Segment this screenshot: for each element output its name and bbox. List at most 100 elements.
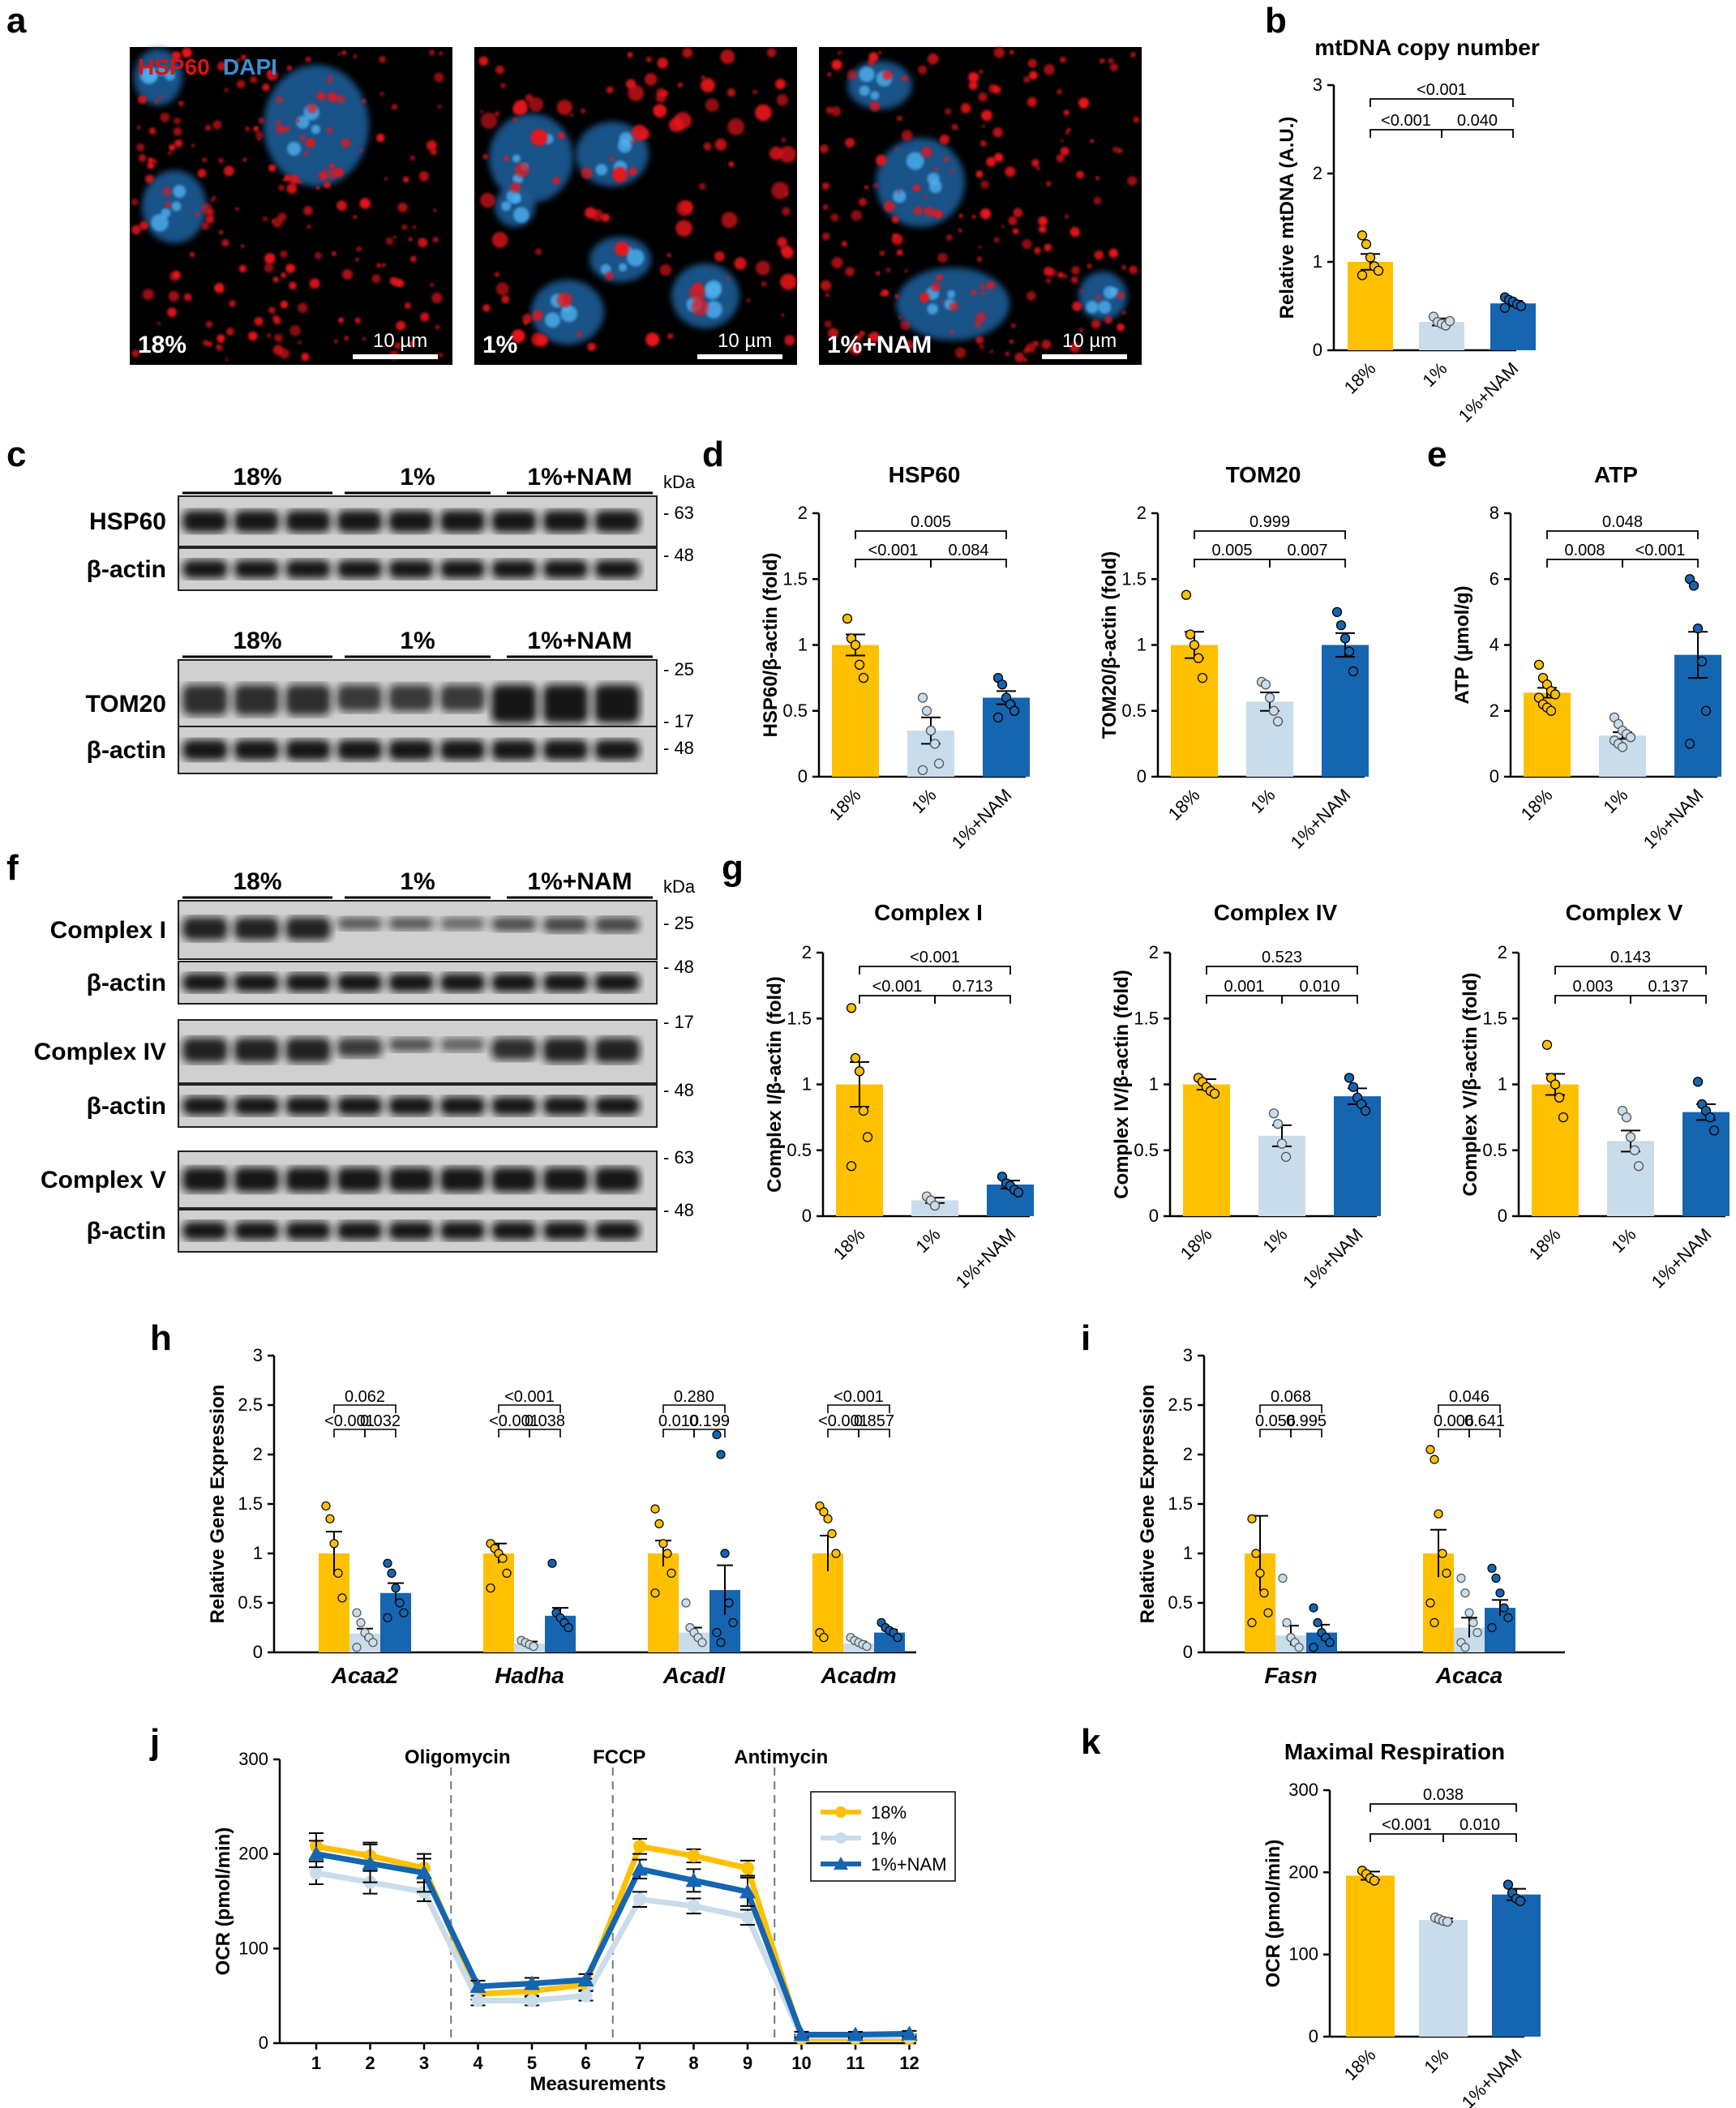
mito-spot: [171, 51, 182, 61]
wb-band: [491, 1037, 537, 1060]
pvalue-label: 0.032: [360, 1412, 401, 1430]
mito-spot: [131, 198, 139, 206]
micro-legend-hsp60: HSP60: [138, 54, 210, 79]
mito-spot: [1060, 139, 1064, 143]
mito-spot: [978, 92, 988, 102]
mito-spot: [896, 249, 903, 256]
data-point: [1554, 1092, 1565, 1103]
mito-spot: [219, 229, 224, 235]
mito-spot: [255, 131, 264, 139]
nucleus-spot: [626, 249, 645, 267]
mito-spot: [336, 200, 347, 212]
mito-spot: [868, 334, 872, 338]
mito-spot: [1063, 109, 1069, 116]
mito-spot: [236, 79, 246, 89]
pvalue-bracket: [859, 966, 1011, 975]
data-point: [1487, 1622, 1497, 1633]
x-tick-label: 18%: [1340, 358, 1380, 398]
data-point: [1491, 1573, 1501, 1583]
chart-title: Maximal Respiration: [1284, 1739, 1505, 1764]
mito-spot: [981, 124, 986, 128]
mito-spot: [236, 58, 240, 62]
wb-band: [182, 1221, 228, 1240]
data-point: [352, 1608, 362, 1617]
wb-band: [542, 510, 589, 533]
data-point: [1541, 1039, 1553, 1050]
mito-spot: [531, 332, 545, 346]
mito-spot: [168, 290, 179, 302]
panel-letter-k: k: [1081, 1722, 1101, 1762]
mito-spot: [570, 114, 574, 118]
mito-spot: [376, 263, 382, 268]
x-tick-label: 1%: [1607, 1224, 1640, 1257]
mito-spot: [224, 88, 229, 92]
data-point: [1009, 705, 1020, 716]
wb-band: [594, 1037, 640, 1063]
mito-spot: [218, 157, 225, 164]
mito-spot: [949, 302, 958, 311]
x-tick-label: 1%+NAM: [948, 785, 1016, 853]
mito-spot: [1031, 159, 1039, 167]
mito-spot: [205, 320, 213, 328]
mito-spot: [418, 171, 430, 182]
data-point: [850, 1052, 861, 1064]
mito-spot: [248, 331, 258, 341]
mito-spot: [1059, 56, 1066, 63]
data-point: [1335, 619, 1347, 631]
nucleus-spot: [144, 67, 157, 82]
mito-spot: [625, 79, 637, 89]
chart-title: TOM20: [1226, 462, 1301, 487]
mito-spot: [328, 163, 335, 169]
data-point: [352, 1643, 362, 1652]
mito-spot: [409, 341, 416, 348]
mito-spot: [630, 140, 635, 145]
data-point: [356, 1617, 366, 1628]
y-tick-label: 3: [1313, 75, 1322, 95]
wb-band: [542, 684, 589, 723]
wb-band: [285, 1096, 331, 1116]
mito-spot: [879, 251, 885, 256]
mito-spot: [701, 75, 705, 80]
data-point: [827, 1528, 837, 1539]
mito-spot: [435, 324, 440, 330]
data-point: [1625, 732, 1636, 743]
chart-d1: HSP60 0 0.5 1 1.5 2 HSP60/β-actin (fold) 18% 1% 1…: [760, 462, 1030, 853]
nucleus-spot: [157, 66, 168, 76]
data-point: [687, 1899, 701, 1913]
y-tick-label: 0: [253, 1642, 263, 1662]
mito-spot: [939, 134, 949, 145]
mito-spot: [827, 72, 832, 77]
data-point: [997, 679, 1008, 690]
y-axis-label: ATP (µmol/g): [1451, 585, 1473, 704]
mito-spot: [534, 248, 542, 255]
pvalue-bracket: [1370, 98, 1514, 107]
data-point: [1344, 1073, 1355, 1083]
mito-spot: [727, 118, 745, 135]
data-point: [819, 1633, 829, 1643]
mito-spot: [1045, 277, 1052, 284]
wb-band: [388, 1221, 434, 1240]
pvalue-bracket: [1441, 129, 1514, 138]
mito-spot: [278, 348, 290, 359]
chart-title: Complex I: [874, 900, 983, 925]
mito-spot: [734, 257, 747, 270]
mito-spot: [824, 320, 832, 328]
y-tick-label: 1.5: [238, 1493, 263, 1514]
nucleus-spot: [171, 201, 182, 212]
data-point: [741, 1862, 754, 1875]
data-point: [823, 1514, 833, 1523]
mito-spot: [258, 117, 265, 124]
mito-spot: [646, 56, 652, 62]
nucleus-spot: [287, 141, 302, 156]
y-tick-label: 0: [1498, 1206, 1507, 1226]
bar: [1258, 1135, 1305, 1216]
data-point: [1357, 270, 1368, 281]
data-point: [1464, 1608, 1474, 1617]
mito-spot: [264, 253, 276, 264]
mito-spot: [1044, 243, 1052, 252]
mito-spot: [216, 344, 224, 352]
data-point: [929, 1200, 941, 1211]
data-point: [716, 1450, 726, 1459]
nucleus-spot: [705, 301, 722, 319]
mito-spot: [882, 70, 893, 80]
